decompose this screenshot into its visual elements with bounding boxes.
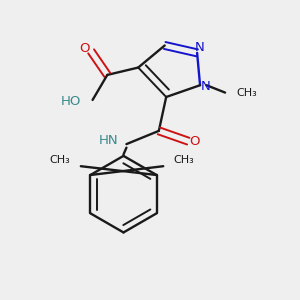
Text: O: O [80,42,90,55]
Text: N: N [195,41,205,54]
Text: HO: HO [61,95,81,108]
Text: CH₃: CH₃ [237,88,258,98]
Text: N: N [201,80,211,93]
Text: HN: HN [99,134,118,147]
Text: CH₃: CH₃ [50,155,70,165]
Text: O: O [190,135,200,148]
Text: CH₃: CH₃ [174,155,194,165]
